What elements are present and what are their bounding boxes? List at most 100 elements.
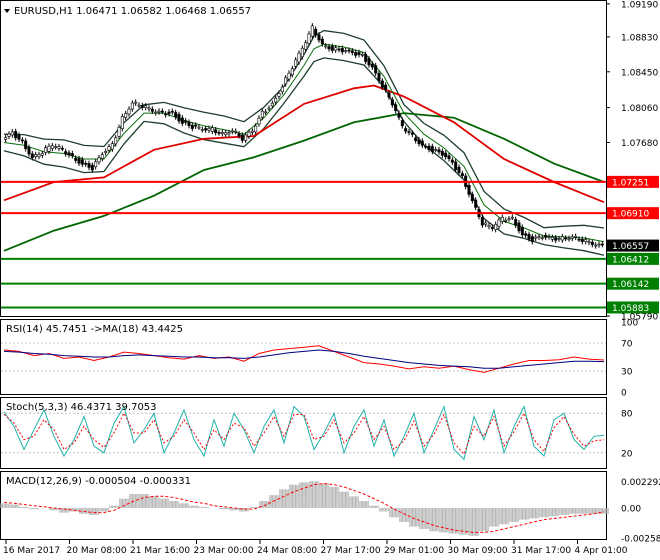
- candle-body: [190, 124, 194, 129]
- candle-body: [447, 155, 451, 160]
- candle-body: [540, 237, 544, 239]
- rsi-tick-label: 70: [621, 340, 633, 350]
- candle-body: [387, 92, 391, 98]
- candle-body: [467, 184, 471, 195]
- candle-body: [357, 52, 361, 55]
- rsi-plot: [1, 342, 606, 373]
- candle-body: [54, 146, 58, 148]
- candle-body: [587, 241, 591, 243]
- macd-panel-frame: [0, 471, 607, 540]
- candle-body: [14, 131, 18, 139]
- candle-body: [77, 158, 81, 164]
- candle-body: [110, 143, 114, 150]
- candle-body: [410, 132, 414, 135]
- candle-body: [34, 154, 38, 157]
- macd-header: MACD(12,26,9) -0.000504 -0.000331: [6, 476, 191, 487]
- candle-body: [504, 219, 508, 222]
- candle-body: [297, 52, 301, 63]
- stoch-signal-line: [3, 412, 605, 456]
- candle-body: [590, 241, 594, 245]
- candle-body: [267, 107, 271, 110]
- resistance-price-label: 1.07251: [612, 178, 649, 188]
- candle-body: [320, 38, 324, 45]
- candle-body: [334, 47, 338, 51]
- candle-body: [400, 120, 404, 127]
- macd-tick-label: 0.00: [621, 504, 641, 514]
- candle-body: [164, 113, 168, 116]
- candle-body: [490, 227, 494, 229]
- candle-body: [117, 127, 121, 137]
- stoch-panel-frame: [0, 397, 607, 469]
- candle-body: [80, 159, 84, 165]
- candle-body: [557, 238, 561, 240]
- candle-body: [37, 154, 41, 157]
- candle-body: [20, 139, 24, 142]
- candle-body: [360, 54, 364, 56]
- time-tick-label: 27 Mar 17:00: [321, 546, 381, 556]
- ma-fast-line: [3, 43, 605, 243]
- candle-body: [430, 146, 434, 152]
- candle-body: [210, 127, 214, 132]
- candle-body: [290, 68, 294, 75]
- candle-body: [184, 120, 188, 123]
- candle-body: [414, 137, 418, 142]
- candle-body: [160, 110, 164, 113]
- candle-body: [124, 113, 128, 118]
- candle-body: [437, 149, 441, 153]
- candle-body: [340, 48, 344, 53]
- candle-body: [274, 97, 278, 103]
- candle-body: [450, 159, 454, 163]
- candle-body: [217, 132, 221, 134]
- candle-body: [44, 147, 48, 153]
- rsi-tick-label: 0: [621, 389, 627, 399]
- dropdown-triangle-icon[interactable]: [4, 9, 10, 13]
- candle-body: [174, 112, 178, 118]
- candle-body: [64, 151, 68, 155]
- time-tick-label: 16 Mar 2017: [3, 546, 60, 556]
- candle-body: [327, 46, 331, 50]
- candle-body: [547, 236, 551, 238]
- candle-body: [207, 128, 211, 131]
- candle-body: [444, 152, 448, 158]
- candle-body: [324, 45, 328, 48]
- support-price-tag: [607, 252, 659, 265]
- candle-body: [197, 126, 201, 129]
- candle-body: [294, 59, 298, 67]
- time-tick-label: 21 Mar 16:00: [130, 546, 190, 556]
- rsi-header: RSI(14) 45.7451 ->MA(18) 43.4425: [6, 324, 183, 335]
- candle-body: [60, 147, 64, 150]
- candle-body: [420, 140, 424, 146]
- candle-body: [454, 161, 458, 170]
- candle-body: [567, 238, 571, 240]
- candle-body: [427, 145, 431, 150]
- candle-body: [240, 134, 244, 141]
- candle-body: [537, 236, 541, 239]
- support-price-tag: [607, 301, 659, 314]
- candle-body: [154, 111, 158, 114]
- candle-body: [304, 42, 308, 50]
- candle-body: [480, 217, 484, 226]
- candle-body: [577, 238, 581, 241]
- candle-body: [364, 54, 368, 62]
- candle-body: [460, 173, 464, 177]
- stoch-tick-label: 20: [621, 449, 633, 459]
- ma-long-line: [3, 112, 605, 252]
- candle-body: [114, 137, 118, 145]
- time-axis: 16 Mar 2017 20 Mar 08:00 21 Mar 16:00 23 Ma…: [3, 540, 628, 556]
- candle-body: [367, 58, 371, 66]
- candle-body: [354, 51, 358, 56]
- candle-body: [7, 133, 11, 137]
- candle-body: [270, 102, 274, 107]
- candle-body: [120, 116, 124, 129]
- candle-body: [167, 111, 171, 115]
- price-tick-label: 1.09190: [621, 0, 658, 10]
- candle-body: [350, 50, 354, 53]
- candle-body: [67, 152, 71, 156]
- stoch-tick-label: 80: [621, 410, 633, 420]
- candle-body: [40, 153, 44, 156]
- candle-body: [390, 99, 394, 106]
- price-tick-label: 1.07680: [621, 139, 658, 149]
- bollinger-upper-line: [3, 29, 605, 229]
- candle-body: [250, 130, 254, 133]
